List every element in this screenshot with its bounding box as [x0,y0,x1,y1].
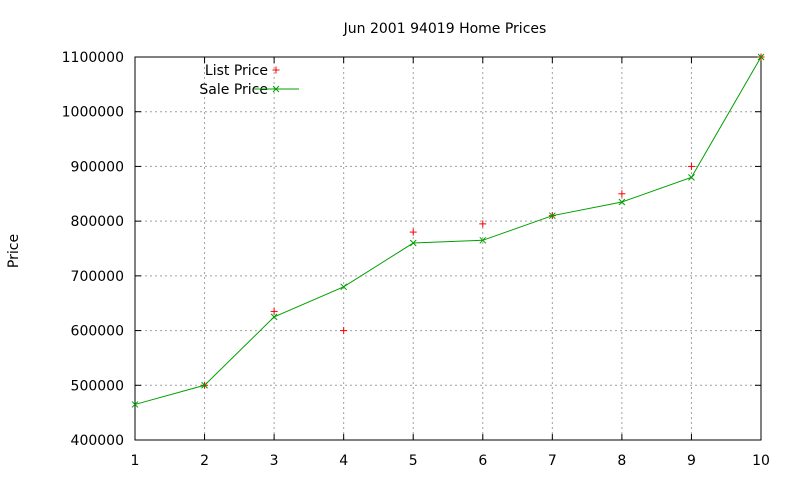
data-point [340,327,348,335]
legend-marker [272,85,280,93]
y-tick-label: 600000 [71,324,124,340]
y-tick-label: 900000 [71,159,124,175]
x-tick-label: 5 [409,453,418,469]
cross-marker-b [757,53,765,61]
x-tick-label: 7 [548,453,557,469]
axes: 1 2 3 4 5 6 7 8 9 10 400000 500000 600000 700000 80000… [62,50,770,469]
cross-marker-b [272,85,280,93]
data-point [270,313,278,321]
data-point [409,228,417,236]
data-point [618,198,626,206]
chart-title: Jun 2001 94019 Home Prices [343,21,547,37]
legend: List Price Sale Price [199,63,299,98]
y-axis-label: Price [6,234,22,268]
legend-label: List Price [205,63,268,79]
series-line [134,56,762,405]
x-tick-label: 9 [687,453,696,469]
x-tick-label: 6 [478,453,487,469]
y-tick-label: 400000 [71,433,124,449]
x-tick-label: 4 [339,453,348,469]
legend-marker [272,66,280,74]
data-point [687,162,695,170]
data-point [548,212,556,220]
cross-marker-b [688,174,695,181]
x-tick-label: 3 [270,453,279,469]
data-point [270,307,278,315]
legend-entry: Sale Price [199,82,299,98]
data-point [340,283,348,291]
cross-marker-b [409,239,417,247]
cross-marker-b [201,381,208,389]
data-point [757,53,765,61]
x-tick-label: 1 [131,453,140,469]
cross-marker-b [131,401,139,408]
data-point [479,220,487,228]
data-point [131,401,139,408]
x-tick-label: 10 [752,453,770,469]
data-point [479,236,487,244]
cross-marker-b [479,236,487,244]
legend-entry: List Price [205,63,280,79]
y-tick-label: 800000 [71,214,124,230]
cross-marker-b [270,313,278,321]
y-tick-label: 700000 [71,269,124,285]
data-point [409,239,417,247]
data-point [688,174,695,181]
cross-marker-b [548,212,556,220]
legend-label: Sale Price [199,82,268,98]
plot-frame [134,56,762,441]
y-tick-label: 1100000 [62,50,124,66]
plot-area [131,53,765,408]
grid [135,57,761,440]
data-point [201,381,208,389]
y-tick-label: 500000 [71,378,124,394]
x-tick-label: 8 [617,453,626,469]
cross-marker-b [618,198,626,206]
data-point [618,190,626,198]
cross-marker-b [340,283,348,291]
series-sale-price [131,53,765,408]
y-tick-label: 1000000 [62,105,124,121]
x-tick-label: 2 [200,453,209,469]
